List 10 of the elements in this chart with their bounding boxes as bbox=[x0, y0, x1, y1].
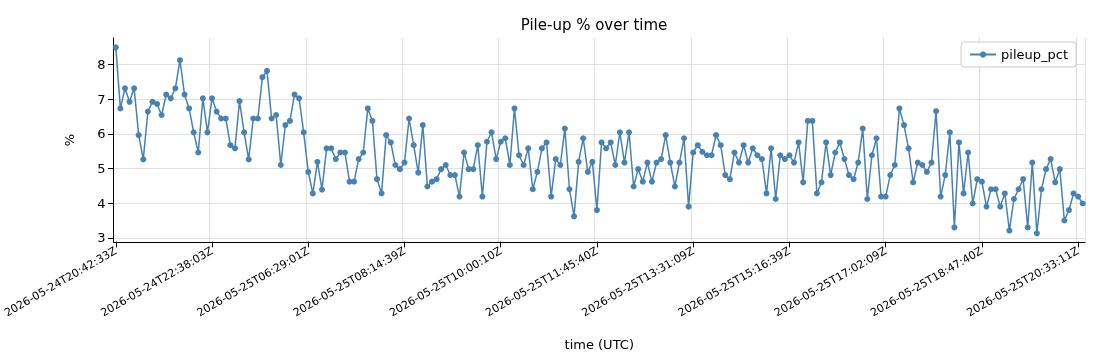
y-tick-label: 4 bbox=[97, 195, 106, 211]
y-axis-title: % bbox=[61, 133, 77, 147]
y-tick-label: 6 bbox=[97, 126, 106, 142]
legend-label: pileup_pct bbox=[1001, 47, 1069, 62]
y-tick-label: 5 bbox=[97, 160, 106, 176]
x-axis-title: time (UTC) bbox=[564, 337, 634, 352]
y-tick-label: 7 bbox=[97, 91, 106, 107]
y-tick-label: 8 bbox=[97, 56, 106, 72]
chart-title: Pile-up % over time bbox=[520, 15, 668, 34]
y-tick-label: 3 bbox=[97, 230, 106, 246]
